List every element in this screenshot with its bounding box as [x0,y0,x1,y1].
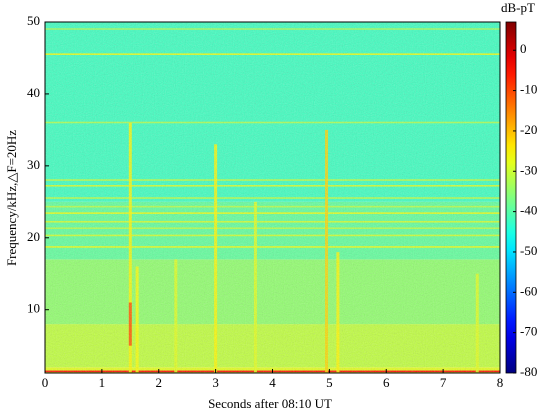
y-tick-label: 30 [27,157,40,172]
x-tick-label: 2 [156,375,163,390]
x-tick-label: 5 [326,375,333,390]
noise-texture [45,22,500,373]
x-axis-label: Seconds after 08:10 UT [208,396,332,411]
x-tick-label: 1 [99,375,106,390]
colorbar-tick-label: -80 [520,364,537,379]
x-tick-label: 8 [497,375,504,390]
y-tick-label: 20 [27,229,40,244]
y-tick-label: 50 [27,13,40,28]
colorbar-label: dB-pT [501,0,535,15]
colorbar [505,21,517,374]
colorbar-tick-label: -30 [520,162,537,177]
colorbar-tick-label: -10 [520,82,537,97]
x-tick-label: 4 [269,375,276,390]
colorbar-tick-label: -40 [520,203,537,218]
y-tick-label: 10 [27,301,40,316]
colorbar-tick-label: -60 [520,283,537,298]
y-tick-label: 40 [27,85,40,100]
colorbar-tick-label: -50 [520,243,537,258]
colorbar-tick-label: 0 [520,41,527,56]
x-tick-label: 3 [212,375,219,390]
x-tick-label: 0 [42,375,49,390]
colorbar-tick-label: -20 [520,122,537,137]
x-tick-label: 7 [440,375,447,390]
plot-area [45,22,500,374]
x-tick-label: 6 [383,375,390,390]
y-axis-label: Frequency/kHz,△F=20Hz [4,130,19,266]
colorbar-tick-label: -70 [520,324,537,339]
